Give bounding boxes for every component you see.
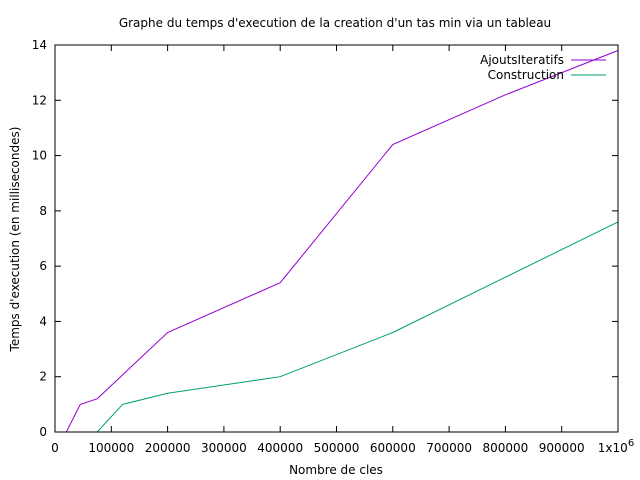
legend-label: Construction bbox=[488, 68, 564, 82]
x-tick-label: 300000 bbox=[201, 441, 247, 455]
series-line-ajoutsiteratifs bbox=[65, 50, 619, 433]
y-tick-label: 14 bbox=[32, 38, 47, 52]
series-layer bbox=[65, 50, 619, 433]
series-line-construction bbox=[66, 221, 619, 433]
plot-frame bbox=[54, 44, 619, 433]
y-tick-label: 6 bbox=[39, 259, 47, 273]
y-tick-label: 12 bbox=[32, 93, 47, 107]
x-tick-label: 100000 bbox=[88, 441, 134, 455]
y-tick-label: 8 bbox=[39, 204, 47, 218]
x-tick-label: 0 bbox=[51, 441, 59, 455]
x-tick-label: 800000 bbox=[482, 441, 528, 455]
x-tick-label: 500000 bbox=[314, 441, 360, 455]
y-tick-label: 0 bbox=[39, 425, 47, 439]
axis-ticks: 0 100000 200000 300000 400000 500000 600000 700… bbox=[32, 38, 634, 455]
y-tick-label: 2 bbox=[39, 370, 47, 384]
y-tick-label: 10 bbox=[32, 149, 47, 163]
legend-label: AjoutsIteratifs bbox=[480, 53, 564, 67]
x-tick-label: 400000 bbox=[257, 441, 303, 455]
y-axis-label: Temps d'execution (en millisecondes) bbox=[8, 127, 22, 353]
y-tick-label: 4 bbox=[39, 314, 47, 328]
x-tick-label: 1x106 bbox=[598, 438, 634, 455]
x-tick-label: 200000 bbox=[145, 441, 191, 455]
chart-title: Graphe du temps d'execution de la creati… bbox=[119, 16, 551, 30]
x-tick-label: 900000 bbox=[539, 441, 585, 455]
x-axis-label: Nombre de cles bbox=[289, 463, 383, 477]
x-tick-label: 600000 bbox=[370, 441, 416, 455]
x-tick-exponent: 6 bbox=[628, 438, 634, 449]
x-tick-label: 700000 bbox=[426, 441, 472, 455]
